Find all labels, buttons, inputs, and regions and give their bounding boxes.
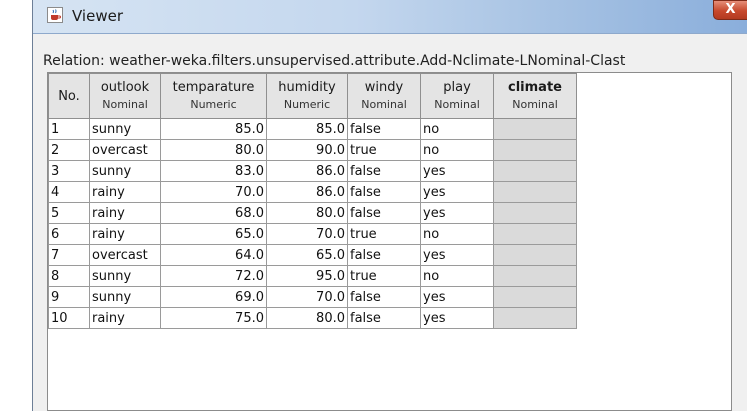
cell-humidity[interactable]: 65.0: [266, 244, 348, 266]
cell-humidity[interactable]: 70.0: [266, 223, 348, 245]
table-row[interactable]: 3 sunny 83.0 86.0 false yes: [48, 160, 577, 182]
table-row[interactable]: 4 rainy 70.0 86.0 false yes: [48, 181, 577, 203]
cell-windy[interactable]: false: [347, 118, 421, 140]
cell-no[interactable]: 5: [48, 202, 90, 224]
cell-play[interactable]: no: [420, 265, 494, 287]
cell-temparature[interactable]: 83.0: [160, 160, 267, 182]
cell-outlook[interactable]: overcast: [89, 244, 161, 266]
cell-temparature[interactable]: 72.0: [160, 265, 267, 287]
cell-play[interactable]: no: [420, 118, 494, 140]
cell-windy[interactable]: false: [347, 286, 421, 308]
cell-play[interactable]: yes: [420, 244, 494, 266]
cell-climate[interactable]: [493, 307, 577, 329]
cell-climate[interactable]: [493, 265, 577, 287]
cell-play[interactable]: yes: [420, 286, 494, 308]
cell-temparature[interactable]: 68.0: [160, 202, 267, 224]
cell-windy[interactable]: false: [347, 181, 421, 203]
cell-humidity[interactable]: 90.0: [266, 139, 348, 161]
cell-temparature[interactable]: 75.0: [160, 307, 267, 329]
cell-play[interactable]: yes: [420, 160, 494, 182]
data-table: No. outlook Nominal temparature Numeric …: [48, 73, 577, 329]
cell-play[interactable]: yes: [420, 202, 494, 224]
cell-no[interactable]: 10: [48, 307, 90, 329]
viewer-window: Viewer X Relation: weather-weka.filters.…: [32, 0, 747, 411]
cell-outlook[interactable]: sunny: [89, 118, 161, 140]
cell-outlook[interactable]: sunny: [89, 160, 161, 182]
cell-humidity[interactable]: 80.0: [266, 202, 348, 224]
cell-temparature[interactable]: 69.0: [160, 286, 267, 308]
table-body: 1 sunny 85.0 85.0 false no 2 overcast 80.0 90.0 tr…: [48, 118, 577, 329]
cell-outlook[interactable]: rainy: [89, 202, 161, 224]
cell-no[interactable]: 3: [48, 160, 90, 182]
cell-play[interactable]: no: [420, 223, 494, 245]
table-row[interactable]: 5 rainy 68.0 80.0 false yes: [48, 202, 577, 224]
cell-climate[interactable]: [493, 139, 577, 161]
cell-windy[interactable]: true: [347, 265, 421, 287]
data-table-area[interactable]: No. outlook Nominal temparature Numeric …: [47, 72, 732, 411]
cell-no[interactable]: 2: [48, 139, 90, 161]
cell-climate[interactable]: [493, 244, 577, 266]
cell-play[interactable]: yes: [420, 181, 494, 203]
cell-no[interactable]: 6: [48, 223, 90, 245]
cell-outlook[interactable]: rainy: [89, 307, 161, 329]
column-header-outlook[interactable]: outlook Nominal: [89, 73, 161, 119]
table-row[interactable]: 9 sunny 69.0 70.0 false yes: [48, 286, 577, 308]
cell-windy[interactable]: false: [347, 202, 421, 224]
table-row[interactable]: 6 rainy 65.0 70.0 true no: [48, 223, 577, 245]
close-button[interactable]: X: [713, 0, 747, 20]
table-row[interactable]: 7 overcast 64.0 65.0 false yes: [48, 244, 577, 266]
relation-label: Relation: weather-weka.filters.unsupervi…: [43, 53, 626, 69]
cell-humidity[interactable]: 86.0: [266, 181, 348, 203]
column-header-no[interactable]: No.: [48, 73, 90, 119]
cell-windy[interactable]: true: [347, 139, 421, 161]
cell-no[interactable]: 4: [48, 181, 90, 203]
column-header-windy[interactable]: windy Nominal: [347, 73, 421, 119]
cell-no[interactable]: 1: [48, 118, 90, 140]
java-cup-icon: [47, 7, 63, 23]
cell-temparature[interactable]: 80.0: [160, 139, 267, 161]
cell-climate[interactable]: [493, 181, 577, 203]
close-icon: X: [725, 2, 736, 17]
cell-humidity[interactable]: 70.0: [266, 286, 348, 308]
cell-windy[interactable]: false: [347, 307, 421, 329]
cell-outlook[interactable]: overcast: [89, 139, 161, 161]
cell-climate[interactable]: [493, 118, 577, 140]
title-bar[interactable]: Viewer X: [33, 0, 747, 34]
window-title: Viewer: [72, 7, 123, 25]
cell-climate[interactable]: [493, 223, 577, 245]
cell-windy[interactable]: false: [347, 160, 421, 182]
table-row[interactable]: 10 rainy 75.0 80.0 false yes: [48, 307, 577, 329]
cell-temparature[interactable]: 65.0: [160, 223, 267, 245]
cell-temparature[interactable]: 64.0: [160, 244, 267, 266]
cell-windy[interactable]: true: [347, 223, 421, 245]
table-row[interactable]: 2 overcast 80.0 90.0 true no: [48, 139, 577, 161]
cell-humidity[interactable]: 86.0: [266, 160, 348, 182]
cell-temparature[interactable]: 85.0: [160, 118, 267, 140]
cell-no[interactable]: 9: [48, 286, 90, 308]
cell-climate[interactable]: [493, 286, 577, 308]
cell-humidity[interactable]: 85.0: [266, 118, 348, 140]
cell-outlook[interactable]: sunny: [89, 265, 161, 287]
cell-windy[interactable]: false: [347, 244, 421, 266]
column-header-temparature[interactable]: temparature Numeric: [160, 73, 267, 119]
cell-no[interactable]: 7: [48, 244, 90, 266]
table-row[interactable]: 1 sunny 85.0 85.0 false no: [48, 118, 577, 140]
table-row[interactable]: 8 sunny 72.0 95.0 true no: [48, 265, 577, 287]
cell-temparature[interactable]: 70.0: [160, 181, 267, 203]
cell-no[interactable]: 8: [48, 265, 90, 287]
cell-play[interactable]: yes: [420, 307, 494, 329]
table-header-row: No. outlook Nominal temparature Numeric …: [48, 73, 577, 119]
cell-play[interactable]: no: [420, 139, 494, 161]
cell-humidity[interactable]: 95.0: [266, 265, 348, 287]
cell-climate[interactable]: [493, 202, 577, 224]
column-header-climate[interactable]: climate Nominal: [493, 73, 577, 119]
column-header-play[interactable]: play Nominal: [420, 73, 494, 119]
column-header-humidity[interactable]: humidity Numeric: [266, 73, 348, 119]
cell-humidity[interactable]: 80.0: [266, 307, 348, 329]
cell-outlook[interactable]: sunny: [89, 286, 161, 308]
cell-outlook[interactable]: rainy: [89, 181, 161, 203]
cell-climate[interactable]: [493, 160, 577, 182]
cell-outlook[interactable]: rainy: [89, 223, 161, 245]
